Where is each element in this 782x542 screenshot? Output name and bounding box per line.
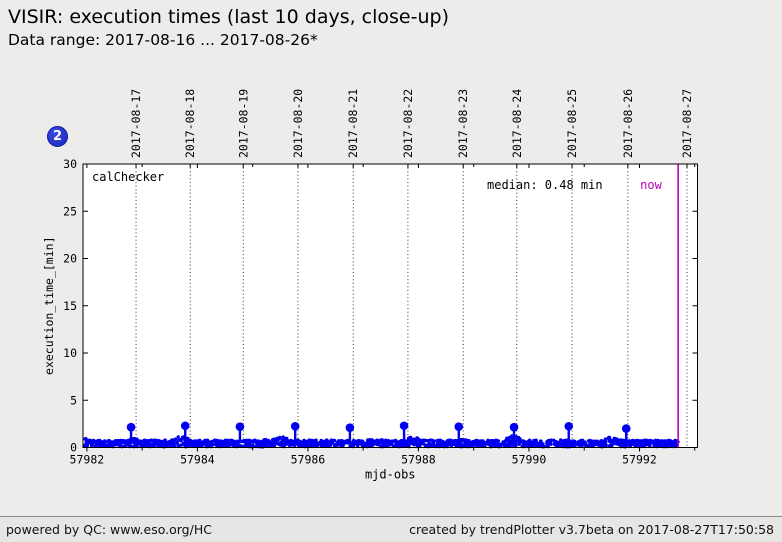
chart-canvas: 2017-08-17 2017-08-18 2017-08-19 2017-08-20… [42, 89, 698, 482]
y-axis-title: execution_time_[min] [42, 237, 56, 375]
dataset-label: calChecker [92, 170, 164, 184]
x-axis-title: mjd-obs [365, 468, 416, 482]
spike-point [126, 422, 136, 432]
date-axis-label: 2017-08-22 [401, 89, 415, 158]
y-tick-label: 5 [70, 393, 77, 407]
spike-point [290, 421, 300, 431]
y-tick-label: 0 [70, 441, 77, 455]
date-axis-label: 2017-08-26 [621, 89, 635, 158]
x-tick-label: 57986 [291, 453, 326, 467]
x-tick-label: 57988 [401, 453, 436, 467]
marker-badge[interactable]: 2 [47, 126, 68, 147]
now-label: now [640, 178, 662, 192]
date-axis-label: 2017-08-21 [346, 89, 360, 158]
spike-point [454, 422, 464, 432]
data-range-subtitle: Data range: 2017-08-16 ... 2017-08-26* [8, 31, 318, 49]
spike-point [509, 422, 519, 432]
spike-point [345, 423, 355, 432]
spike-point [180, 421, 190, 431]
spike-point [399, 421, 409, 431]
date-axis-label: 2017-08-23 [456, 89, 470, 158]
median-label: median: 0.48 min [487, 178, 603, 192]
y-tick-label: 15 [63, 299, 77, 313]
spike-point [564, 421, 574, 431]
y-tick-label: 25 [63, 204, 77, 218]
date-axis-label: 2017-08-18 [183, 89, 197, 158]
x-tick-label: 57990 [512, 453, 547, 467]
x-tick-label: 57984 [180, 453, 215, 467]
data-band [83, 434, 680, 449]
date-axis-label: 2017-08-27 [680, 89, 694, 158]
footer-bar: powered by QC: www.eso.org/HC created by… [0, 516, 782, 542]
plot-area [83, 164, 698, 448]
page-title: VISIR: execution times (last 10 days, cl… [8, 6, 449, 28]
y-tick-label: 20 [63, 252, 77, 266]
y-tick-label: 30 [63, 157, 77, 171]
footer-created-by: created by trendPlotter v3.7beta on 2017… [409, 522, 774, 537]
footer-qc-link[interactable]: powered by QC: www.eso.org/HC [6, 522, 212, 537]
date-axis-label: 2017-08-19 [236, 89, 250, 158]
date-axis-label: 2017-08-24 [510, 89, 524, 158]
date-axis-label: 2017-08-20 [291, 89, 305, 158]
x-tick-label: 57982 [70, 453, 105, 467]
date-axis-label: 2017-08-17 [129, 89, 143, 158]
y-tick-label: 10 [63, 346, 77, 360]
date-axis-label: 2017-08-25 [565, 89, 579, 158]
spike-point [235, 422, 245, 432]
x-tick-label: 57992 [622, 453, 657, 467]
spike-point [621, 424, 631, 433]
